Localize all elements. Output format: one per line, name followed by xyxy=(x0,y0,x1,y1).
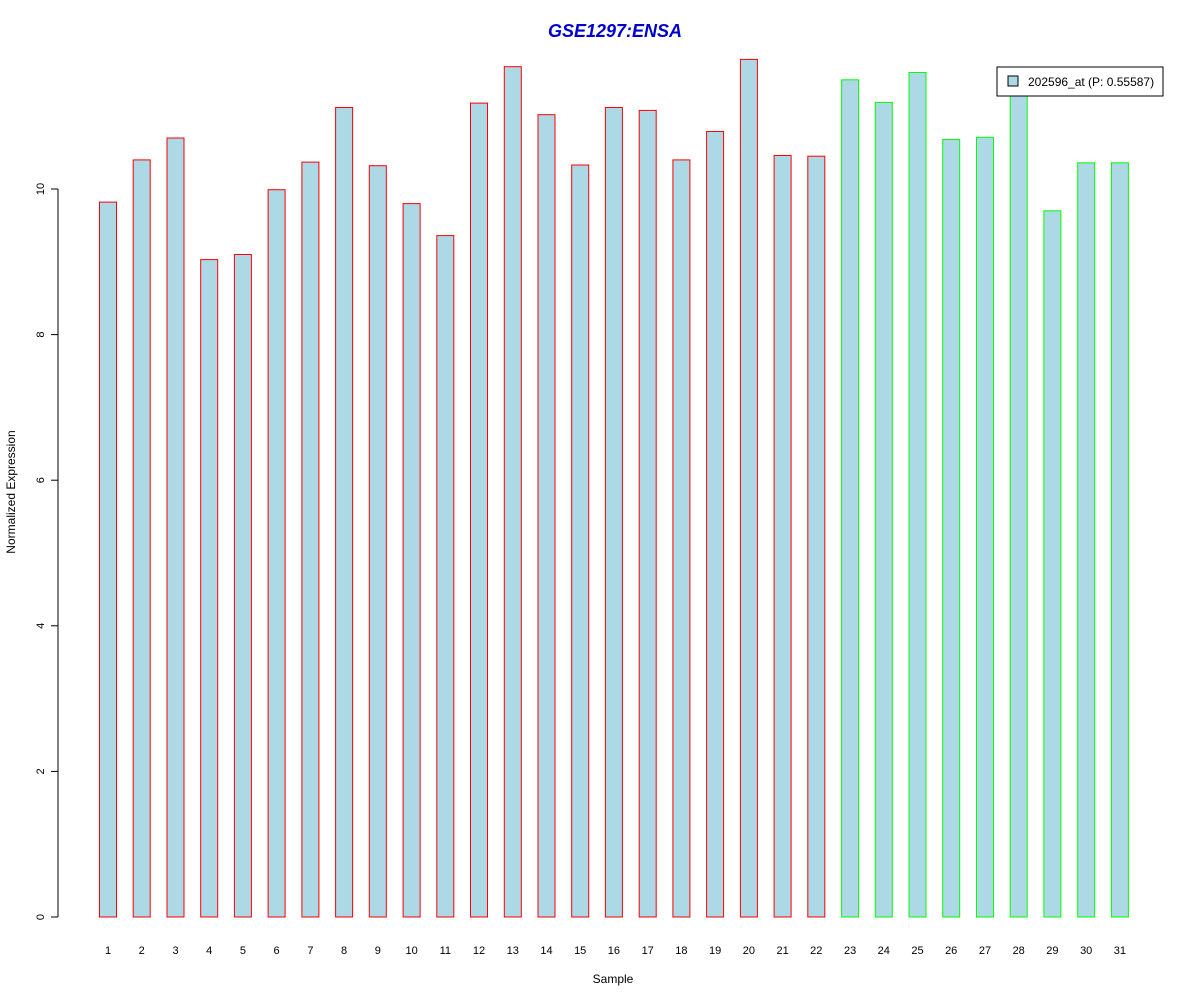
y-tick-label: 8 xyxy=(35,332,47,338)
bar xyxy=(132,159,151,918)
bars xyxy=(99,58,1129,918)
bar xyxy=(1009,92,1028,918)
bar xyxy=(706,131,725,918)
x-tick-label: 2 xyxy=(139,945,145,957)
x-tick-label: 30 xyxy=(1080,945,1092,957)
x-tick-label: 6 xyxy=(274,945,280,957)
x-tick-label: 27 xyxy=(979,945,991,957)
bar xyxy=(672,159,691,918)
y-tick-label: 6 xyxy=(35,477,47,483)
x-tick-label: 5 xyxy=(240,945,246,957)
x-tick-labels: 1 2 3 4 5 6 7 8 9 10 11 12 13 14 15 16 17 18 19 20 21 22 23 24 2… xyxy=(105,945,1126,957)
x-tick-label: 10 xyxy=(405,945,417,957)
x-tick-label: 9 xyxy=(375,945,381,957)
x-tick-label: 15 xyxy=(574,945,586,957)
x-tick-label: 13 xyxy=(507,945,519,957)
bar xyxy=(976,136,994,918)
bar xyxy=(99,201,117,918)
legend: 202596_at (P: 0.55587) xyxy=(996,66,1164,97)
x-tick-label: 23 xyxy=(844,945,856,957)
bar xyxy=(874,101,893,918)
bar xyxy=(267,189,286,918)
x-tick-label: 25 xyxy=(911,945,923,957)
legend-label: 202596_at (P: 0.55587) xyxy=(1028,75,1154,89)
bar xyxy=(908,72,927,918)
bar xyxy=(233,254,252,918)
x-tick-label: 17 xyxy=(642,945,654,957)
x-tick-label: 7 xyxy=(307,945,313,957)
bar xyxy=(368,165,387,918)
x-tick-label: 4 xyxy=(206,945,212,957)
x-tick-label: 26 xyxy=(945,945,957,957)
x-tick-label: 14 xyxy=(540,945,552,957)
x-tick-label: 31 xyxy=(1114,945,1126,957)
legend-box xyxy=(996,66,1164,97)
bar xyxy=(807,155,826,918)
chart-title: GSE1297:ENSA xyxy=(548,21,682,41)
bar xyxy=(503,66,522,918)
bar xyxy=(436,235,455,918)
bar xyxy=(200,259,219,918)
x-tick-label: 21 xyxy=(776,945,788,957)
x-tick-label: 19 xyxy=(709,945,721,957)
x-tick-label: 24 xyxy=(878,945,890,957)
x-tick-label: 29 xyxy=(1046,945,1058,957)
legend-swatch xyxy=(1007,75,1019,87)
x-tick-label: 22 xyxy=(810,945,822,957)
y-tick-label: 2 xyxy=(35,768,47,774)
x-tick-label: 20 xyxy=(743,945,755,957)
y-tick-label: 0 xyxy=(35,914,47,920)
y-tick-label: 10 xyxy=(35,183,47,195)
x-tick-label: 8 xyxy=(341,945,347,957)
y-tick-label: 4 xyxy=(35,623,47,629)
bar xyxy=(470,102,488,918)
y-axis-label: Normalized Expression xyxy=(4,430,18,553)
bar xyxy=(537,114,556,918)
x-tick-label: 1 xyxy=(105,945,111,957)
bar xyxy=(773,155,792,918)
x-tick-label: 16 xyxy=(608,945,620,957)
x-tick-label: 11 xyxy=(440,945,451,957)
bar xyxy=(1110,162,1129,918)
x-tick-label: 12 xyxy=(473,945,485,957)
bar xyxy=(301,161,320,918)
bar xyxy=(942,139,961,918)
bar xyxy=(402,203,421,918)
bar xyxy=(571,164,590,918)
x-tick-label: 3 xyxy=(172,945,178,957)
x-tick-label: 28 xyxy=(1013,945,1025,957)
x-tick-label: 18 xyxy=(675,945,687,957)
x-axis-label: Sample xyxy=(593,972,634,986)
bar xyxy=(1043,210,1062,918)
y-axis: 0 2 4 6 8 10 xyxy=(35,183,59,920)
bar xyxy=(335,107,354,918)
bar xyxy=(1077,162,1096,918)
bar xyxy=(739,58,758,918)
bar xyxy=(638,109,657,918)
bar xyxy=(166,137,185,918)
bar xyxy=(604,107,623,918)
bar xyxy=(841,79,860,918)
